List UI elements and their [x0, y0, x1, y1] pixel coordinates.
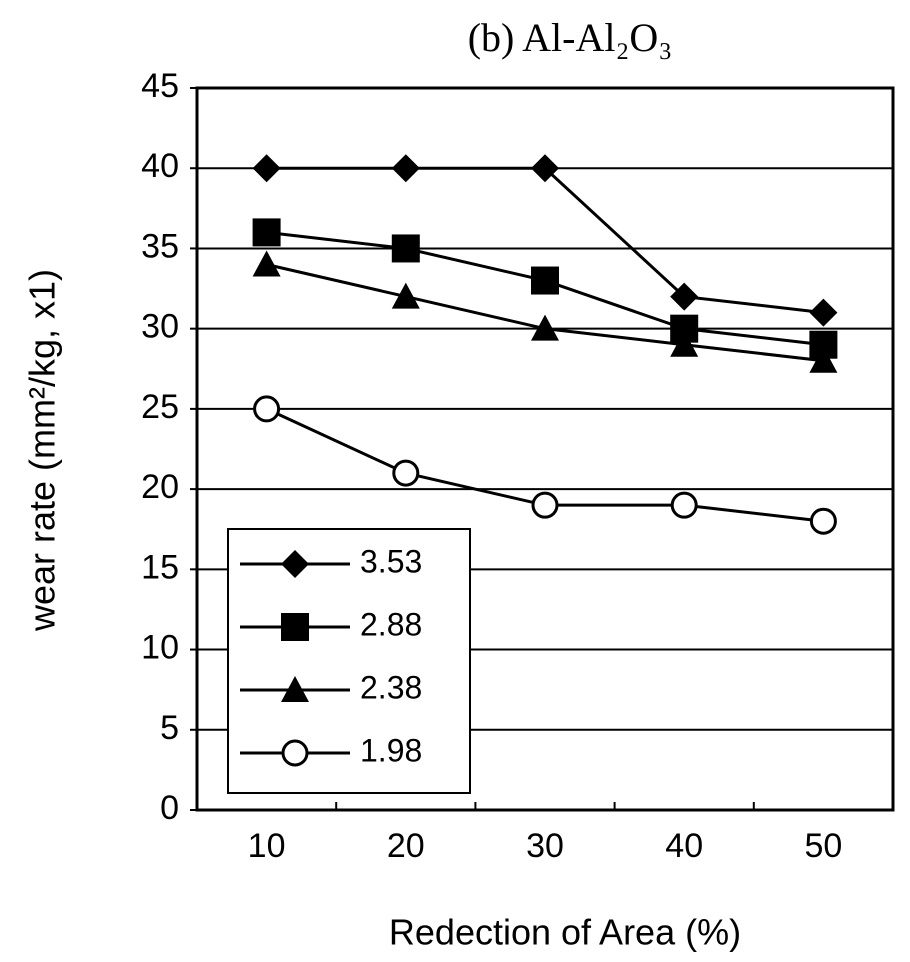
- x-tick-label: 10: [248, 827, 286, 865]
- y-tick-label: 15: [141, 548, 179, 586]
- marker: [253, 395, 281, 423]
- marker: [809, 346, 838, 373]
- marker: [531, 266, 559, 295]
- marker: [392, 459, 420, 487]
- x-axis-label: Redection of Area (%): [389, 912, 741, 953]
- marker: [531, 314, 559, 341]
- marker: [531, 491, 559, 519]
- plot-frame: [195, 86, 895, 812]
- y-tick-label: 10: [141, 629, 179, 667]
- marker: [252, 218, 281, 247]
- legend-label: 2.38: [360, 669, 422, 705]
- marker: [670, 491, 698, 519]
- marker: [391, 154, 420, 183]
- legend-label: 2.88: [360, 606, 422, 642]
- marker: [252, 250, 281, 277]
- legend-label: 3.53: [360, 543, 422, 579]
- legend-marker: [281, 676, 309, 702]
- legend-marker: [281, 550, 309, 578]
- legend-marker: [281, 739, 309, 767]
- y-tick-label: 30: [141, 308, 179, 346]
- marker: [391, 234, 420, 263]
- marker: [391, 282, 420, 309]
- y-tick-label: 25: [141, 388, 179, 426]
- marker: [670, 282, 699, 311]
- x-tick-label: 50: [804, 827, 842, 865]
- legend-box: [227, 528, 471, 794]
- chart-title: (b) Al-Al₂O₃: [468, 15, 673, 60]
- legend-marker: [281, 613, 309, 641]
- y-tick-label: 40: [141, 147, 179, 185]
- marker: [670, 330, 699, 357]
- y-tick-label: 5: [160, 709, 179, 747]
- marker: [531, 154, 559, 183]
- x-tick-label: 40: [665, 827, 703, 865]
- x-tick-label: 30: [526, 827, 564, 865]
- marker: [809, 298, 838, 327]
- marker: [252, 154, 281, 183]
- x-tick-label: 20: [387, 827, 425, 865]
- y-tick-label: 45: [141, 67, 179, 105]
- y-tick-label: 0: [160, 789, 179, 827]
- y-axis-label: wear rate (mm²/kg, x1): [22, 269, 63, 632]
- marker: [809, 507, 837, 535]
- legend-label: 1.98: [360, 732, 422, 768]
- y-tick-label: 20: [141, 468, 179, 506]
- y-tick-label: 35: [141, 227, 179, 265]
